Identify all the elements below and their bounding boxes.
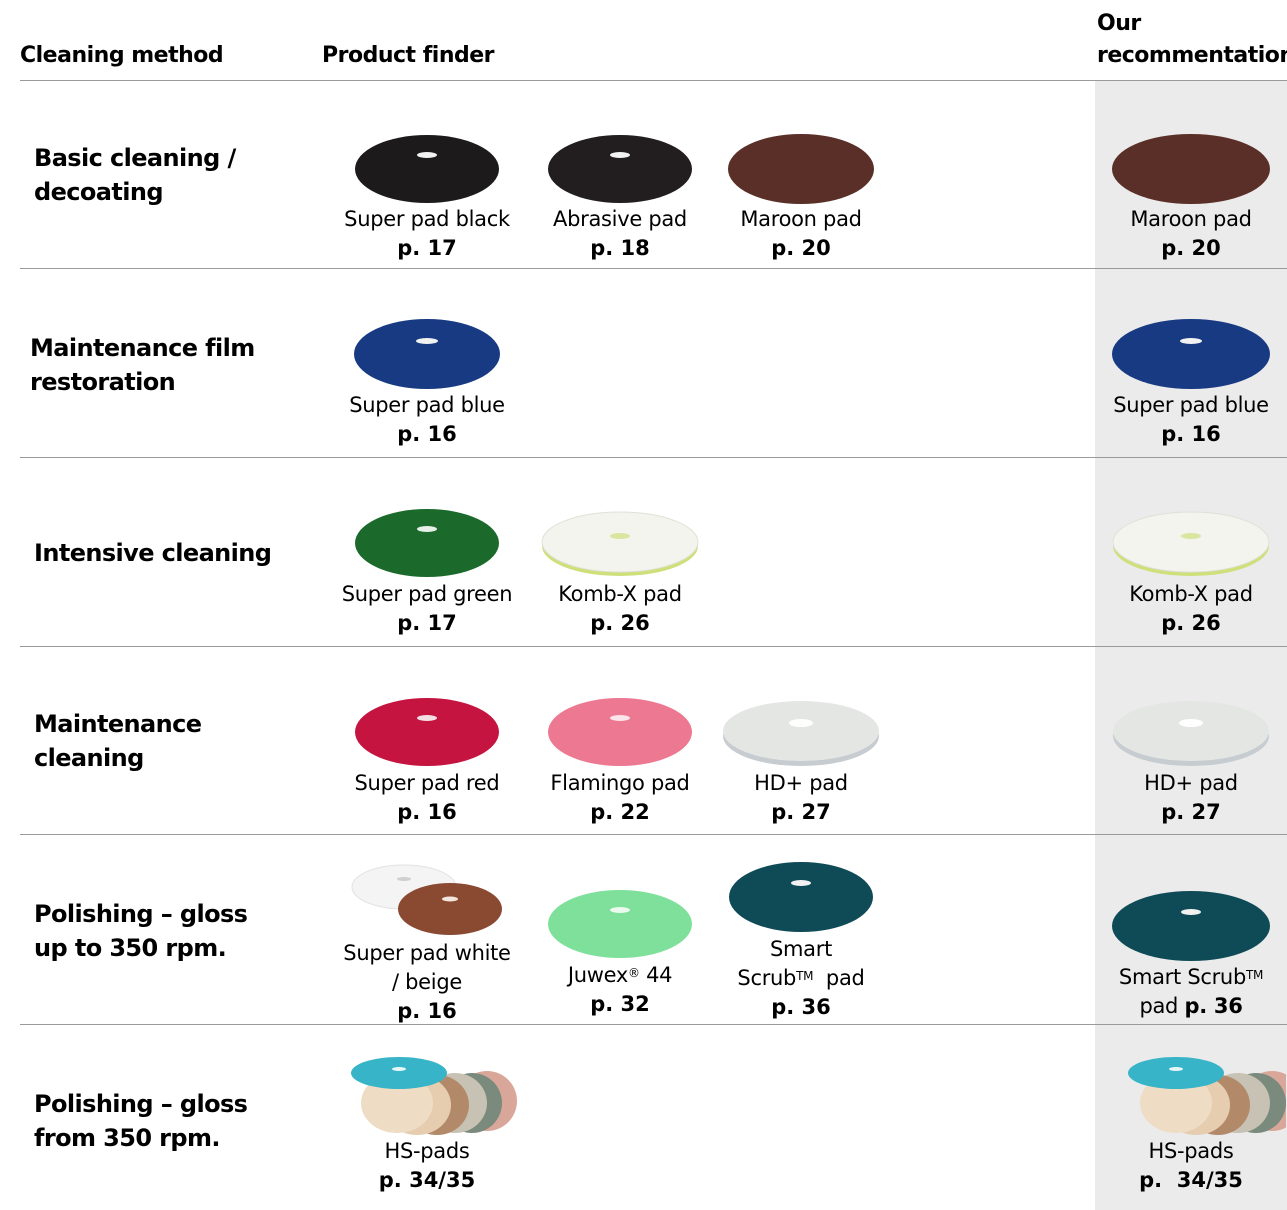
product-maroon-pad[interactable]: Maroon pad p. 20 (701, 133, 901, 263)
product-hs-pads[interactable]: HS-pads p. 34/35 (327, 1045, 527, 1195)
pad-maroon-icon (1112, 134, 1270, 204)
product-name: Super pad blue (349, 393, 505, 417)
product-page: p. 16 (1161, 422, 1221, 446)
product-name: / beige (392, 970, 462, 994)
recommended-product[interactable]: Smart ScrubTM pad p. 36 (1095, 889, 1287, 1021)
product-name: HS-pads (384, 1139, 470, 1163)
product-name: Komb-X pad (1129, 582, 1253, 606)
pad-abrasive-icon (548, 135, 692, 203)
cleaning-method-label: Maintenance cleaning (34, 710, 202, 772)
hs-pads-stack-icon (351, 1057, 517, 1135)
product-page: p. 27 (1161, 800, 1221, 824)
recommended-product[interactable]: Komb-X pad p. 26 (1095, 506, 1287, 638)
pad-komb-x-icon (1112, 511, 1270, 576)
product-page: p. 34/35 (378, 1168, 476, 1192)
product-page: p. 17 (397, 236, 457, 260)
pad-black-icon (355, 135, 499, 203)
pad-hd-plus-icon (1113, 701, 1269, 766)
product-name: Flamingo pad (550, 771, 690, 795)
product-page: p. 32 (590, 992, 650, 1016)
product-super-pad-red[interactable]: Super pad red p. 16 (327, 695, 527, 827)
table-row-intensive-cleaning: Intensive cleaning Super pad green p. 17… (20, 457, 1287, 646)
product-abrasive-pad[interactable]: Abrasive pad p. 18 (520, 133, 720, 263)
product-name: Maroon pad (1130, 207, 1252, 231)
pad-flamingo-icon (548, 698, 692, 766)
product-page: p. 34/35 (1139, 1168, 1243, 1192)
product-name: Smart ScrubTM (1118, 965, 1264, 989)
product-page: p. 16 (397, 999, 457, 1023)
product-page: p. 16 (397, 422, 457, 446)
pad-white-beige-icon (351, 864, 502, 935)
pad-smart-scrub-icon (1112, 891, 1270, 961)
product-page: p. 27 (771, 800, 831, 824)
product-name: HD+ pad (754, 771, 848, 795)
product-page: p. 26 (1161, 611, 1221, 635)
product-komb-x-pad[interactable]: Komb-X pad p. 26 (520, 506, 720, 638)
cleaning-method-label: Polishing – gloss up to 350 rpm. (34, 900, 248, 962)
product-flamingo-pad[interactable]: Flamingo pad p. 22 (520, 695, 720, 827)
pad-maroon-icon (728, 134, 874, 204)
product-name: Maroon pad (740, 207, 862, 231)
recommended-product[interactable]: Maroon pad p. 20 (1095, 133, 1287, 263)
recommended-product[interactable]: Super pad blue p. 16 (1095, 317, 1287, 449)
product-juwex-44[interactable]: Juwex® 44 p. 32 (520, 887, 720, 1019)
product-name: HS-pads (1148, 1139, 1234, 1163)
pad-juwex-icon (548, 890, 692, 958)
product-name: Komb-X pad (558, 582, 682, 606)
table-row-polishing-from-350: Polishing – gloss from 350 rpm. HS-pads … (20, 1024, 1287, 1210)
product-page: p. 20 (1161, 236, 1221, 260)
product-name: pad p. 36 (1139, 994, 1243, 1018)
product-name: Super pad blue (1113, 393, 1269, 417)
table-row-maintenance-cleaning: Maintenance cleaning Super pad red p. 16… (20, 646, 1287, 834)
product-page: p. 16 (397, 800, 457, 824)
product-page: p. 18 (590, 236, 650, 260)
product-page: p. 26 (590, 611, 650, 635)
product-name: Super pad white (343, 941, 511, 965)
column-header-cleaning-method: Cleaning method (20, 43, 224, 68)
cleaning-method-label: Intensive cleaning (34, 539, 272, 567)
pad-blue-icon (1112, 319, 1270, 389)
column-header-product-finder: Product finder (322, 43, 495, 68)
cleaning-method-label: Basic cleaning / decoating (34, 144, 236, 206)
hs-pads-stack-icon (1128, 1057, 1286, 1135)
product-super-pad-white-beige[interactable]: Super pad white / beige p. 16 (327, 859, 527, 1026)
product-page: p. 22 (590, 800, 650, 824)
pad-komb-x-icon (541, 511, 699, 576)
pad-hd-plus-icon (723, 701, 879, 766)
product-name: Abrasive pad (553, 207, 687, 231)
product-name: Juwex® 44 (567, 963, 673, 987)
product-page: p. 20 (771, 236, 831, 260)
product-name: Super pad green (341, 582, 513, 606)
product-name: HD+ pad (1144, 771, 1238, 795)
table-row-film-restoration: Maintenance film restoration Super pad b… (20, 268, 1287, 457)
product-smart-scrub-pad[interactable]: Smart ScrubTM pad p. 36 (701, 859, 901, 1022)
product-super-pad-black[interactable]: Super pad black p. 17 (327, 133, 527, 263)
recommended-product[interactable]: HD+ pad p. 27 (1095, 695, 1287, 827)
recommended-product[interactable]: HS-pads p. 34/35 (1095, 1045, 1287, 1195)
table-header: Cleaning method Product finder Our recom… (0, 0, 1287, 80)
product-page: p. 17 (397, 611, 457, 635)
product-page: p. 36 (771, 995, 831, 1019)
product-super-pad-green[interactable]: Super pad green p. 17 (327, 506, 527, 638)
pad-smart-scrub-icon (729, 862, 873, 932)
product-name: ScrubTM pad (737, 966, 865, 990)
pad-red-icon (355, 698, 499, 766)
product-super-pad-blue[interactable]: Super pad blue p. 16 (327, 317, 527, 449)
product-name: Super pad red (354, 771, 500, 795)
column-header-recommendation: Our recommentation (1097, 11, 1287, 68)
table-row-polishing-up-to-350: Polishing – gloss up to 350 rpm. Super p… (20, 834, 1287, 1024)
product-hd-plus-pad[interactable]: HD+ pad p. 27 (701, 695, 901, 827)
product-name: Super pad black (344, 207, 510, 231)
table-row-basic-cleaning: Basic cleaning / decoating Super pad bla… (20, 80, 1287, 268)
cleaning-method-label: Maintenance film restoration (30, 334, 255, 396)
product-name: Smart (769, 937, 833, 961)
pad-green-icon (355, 509, 499, 577)
cleaning-method-label: Polishing – gloss from 350 rpm. (34, 1090, 248, 1152)
pad-blue-icon (354, 319, 500, 389)
